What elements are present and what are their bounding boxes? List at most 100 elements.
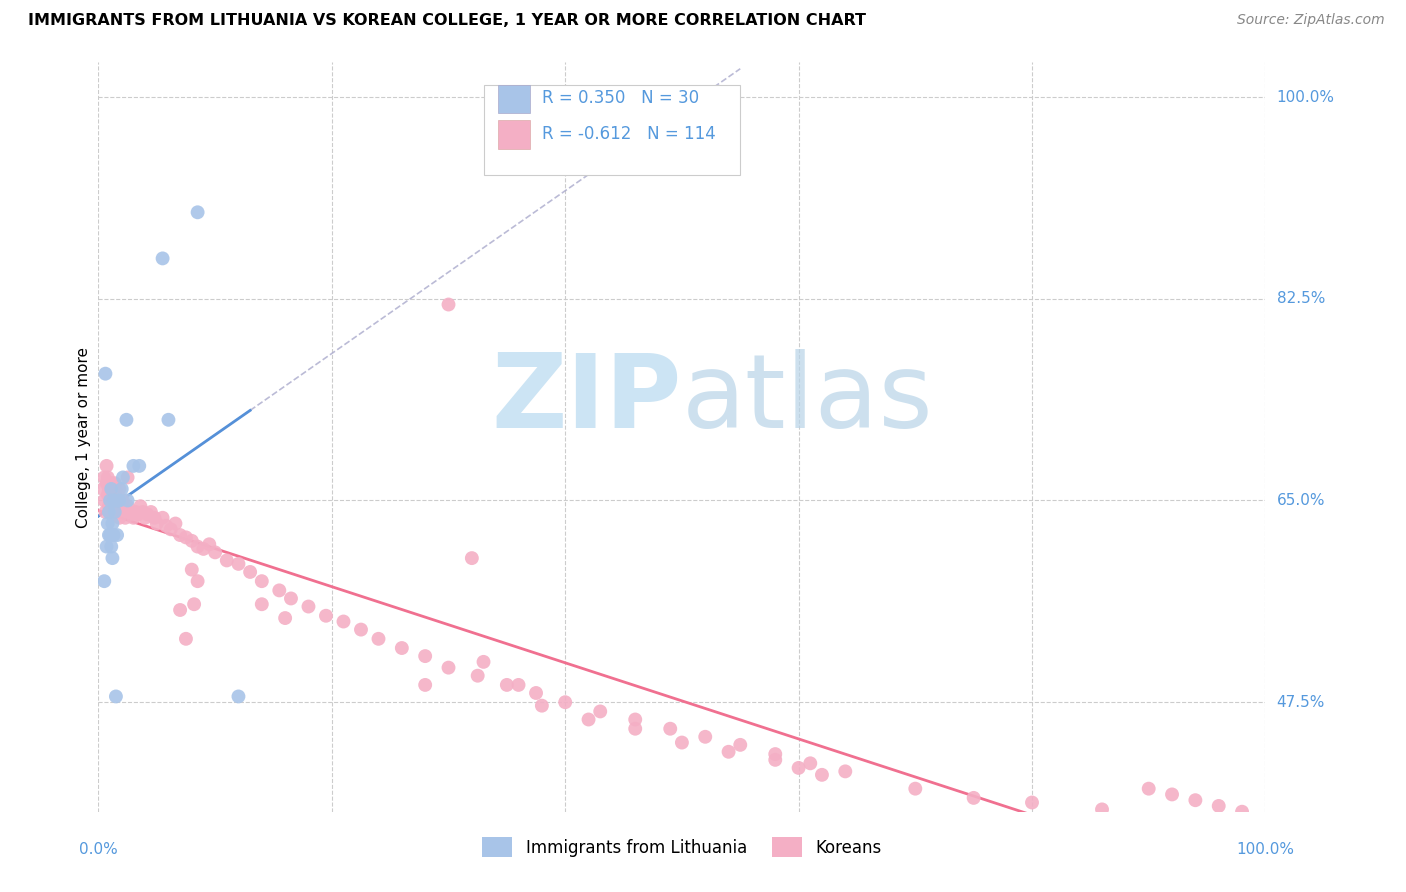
Point (437, 297, 460, 311)
Point (117, 470, 139, 484)
Point (125, 505, 148, 519)
Point (152, 252, 174, 266)
Point (108, 510, 131, 524)
Point (589, 705, 612, 719)
Point (461, 551, 484, 566)
Point (391, 640, 413, 655)
Legend: Immigrants from Lithuania, Koreans: Immigrants from Lithuania, Koreans (475, 830, 889, 863)
Text: R = -0.612   N = 114: R = -0.612 N = 114 (541, 125, 716, 143)
Point (111, 482, 134, 496)
Point (97, 482, 120, 496)
Point (111, 500, 134, 514)
Point (108, 493, 131, 508)
Point (103, 493, 125, 508)
Text: 100.0%: 100.0% (1277, 89, 1334, 104)
Point (143, 510, 166, 524)
Point (93, 470, 115, 484)
Point (1208, 799, 1230, 814)
Point (104, 505, 127, 519)
Point (413, 678, 436, 692)
Point (98, 493, 121, 508)
Point (98, 505, 121, 519)
Point (717, 745, 740, 759)
Point (101, 500, 124, 514)
Point (508, 678, 530, 692)
Point (157, 413, 180, 427)
Point (117, 500, 139, 514)
Point (187, 540, 209, 554)
Point (1184, 793, 1206, 807)
Point (104, 505, 127, 519)
Point (152, 510, 174, 524)
Point (136, 508, 159, 522)
Point (107, 493, 129, 508)
Point (117, 493, 139, 508)
Point (467, 669, 489, 683)
Point (1021, 796, 1043, 810)
Point (180, 533, 202, 548)
Y-axis label: College, 1 year or more: College, 1 year or more (76, 347, 91, 527)
Point (174, 530, 197, 544)
Point (1161, 788, 1184, 802)
Point (93, 574, 115, 589)
Point (115, 413, 138, 427)
Point (96, 540, 118, 554)
Point (122, 458, 145, 473)
Point (165, 516, 187, 531)
Point (962, 790, 984, 805)
Point (1091, 802, 1114, 816)
FancyBboxPatch shape (484, 85, 741, 175)
Point (578, 713, 600, 727)
Point (96, 476, 118, 491)
Point (101, 482, 124, 496)
Point (811, 768, 834, 782)
Text: 82.5%: 82.5% (1277, 292, 1324, 306)
Point (93, 493, 115, 508)
Point (139, 505, 162, 519)
Point (413, 649, 436, 664)
Point (128, 458, 150, 473)
Point (110, 493, 132, 508)
Point (159, 522, 181, 536)
Point (763, 753, 786, 767)
Text: 47.5%: 47.5% (1277, 695, 1324, 710)
Text: R = 0.350   N = 30: R = 0.350 N = 30 (541, 89, 699, 107)
Point (169, 528, 191, 542)
Point (122, 510, 145, 524)
Point (127, 508, 149, 522)
Point (187, 205, 209, 219)
Point (97, 516, 120, 531)
Point (730, 738, 752, 752)
Point (274, 611, 297, 625)
Point (118, 505, 141, 519)
Point (100, 488, 122, 502)
Point (112, 505, 135, 519)
Point (554, 695, 576, 709)
Point (695, 730, 717, 744)
Point (315, 608, 337, 623)
Point (332, 615, 354, 629)
Point (97, 470, 120, 484)
Text: Source: ZipAtlas.com: Source: ZipAtlas.com (1237, 13, 1385, 28)
Point (91, 482, 114, 496)
Point (624, 713, 647, 727)
Point (94, 367, 117, 381)
Point (97, 500, 120, 514)
Point (105, 528, 128, 542)
Point (134, 510, 156, 524)
Point (97, 488, 120, 502)
Point (129, 500, 152, 514)
Point (169, 603, 191, 617)
Text: ZIP: ZIP (492, 349, 682, 450)
Point (250, 597, 273, 611)
Point (530, 698, 553, 713)
Point (204, 545, 226, 559)
Point (787, 761, 810, 775)
Point (96, 458, 118, 473)
Point (100, 482, 122, 496)
Point (1137, 781, 1160, 796)
Point (350, 623, 373, 637)
Point (105, 500, 128, 514)
Point (763, 747, 786, 761)
Point (104, 690, 127, 704)
